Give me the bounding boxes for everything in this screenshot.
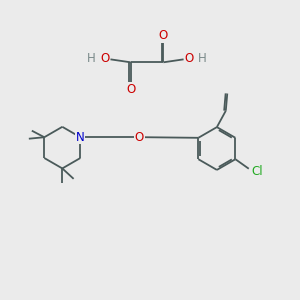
- Text: H: H: [198, 52, 207, 65]
- Text: Cl: Cl: [251, 165, 263, 178]
- Text: O: O: [184, 52, 194, 65]
- Text: H: H: [87, 52, 96, 65]
- Text: O: O: [135, 131, 144, 144]
- Text: O: O: [126, 82, 135, 96]
- Text: N: N: [76, 131, 85, 144]
- Text: O: O: [159, 29, 168, 42]
- Text: O: O: [100, 52, 110, 65]
